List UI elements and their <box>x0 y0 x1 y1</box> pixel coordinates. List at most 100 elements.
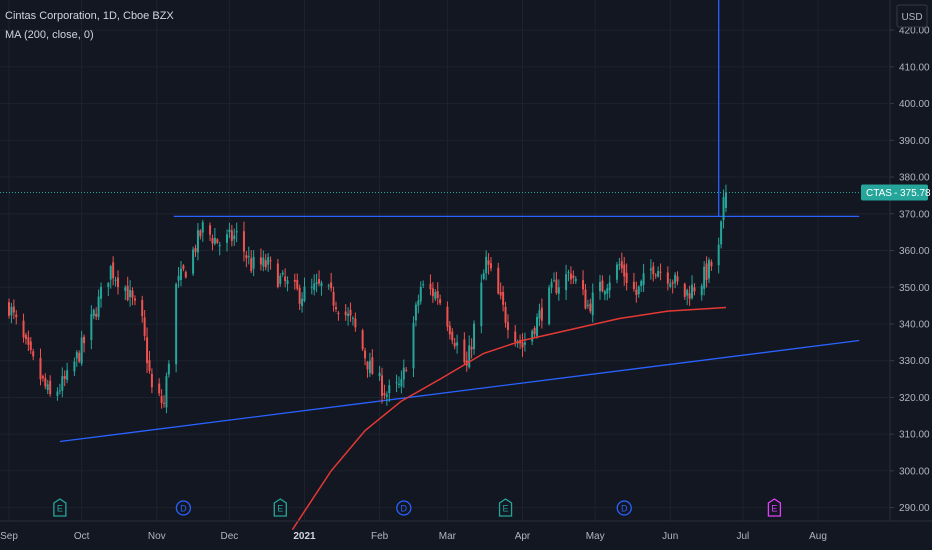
candle-body <box>66 370 69 380</box>
candle-body <box>523 342 526 345</box>
candle-body <box>233 235 236 240</box>
candle-body <box>434 292 437 299</box>
candle-body <box>22 320 25 338</box>
candle-body <box>688 293 691 299</box>
time-tick-label: Jul <box>737 531 750 542</box>
candle-body <box>230 230 233 241</box>
candle-body <box>320 282 323 287</box>
candle-body <box>75 352 78 359</box>
candle-body <box>334 307 337 310</box>
candle-body <box>485 256 488 274</box>
price-tick-label: 410.00 <box>899 62 930 73</box>
candle-body <box>194 248 197 252</box>
candle-body <box>453 342 456 347</box>
candle-body <box>586 304 589 306</box>
candle-body <box>366 362 369 370</box>
candle-body <box>8 302 10 316</box>
candle-body <box>27 337 30 345</box>
candle-body <box>371 357 374 374</box>
price-axis[interactable]: 290.00 300.00 310.00 320.00 330.00 340.00 350.… <box>890 0 930 514</box>
event-marker-letter: D <box>401 504 408 514</box>
candle-body <box>448 325 451 335</box>
candle-body <box>284 276 287 282</box>
drawings-layer[interactable] <box>59 0 860 443</box>
dividend-marker[interactable]: D <box>175 500 192 516</box>
candle-body <box>112 262 115 279</box>
candle-body <box>431 288 434 297</box>
candle-body <box>536 316 539 337</box>
candle-body <box>666 272 669 284</box>
candle-body <box>175 284 178 365</box>
time-tick-label: Aug <box>809 531 827 542</box>
candle-body <box>378 372 381 377</box>
candle-body <box>80 337 83 364</box>
earnings-marker[interactable]: E <box>498 498 513 517</box>
candle-body <box>167 363 170 375</box>
earnings-marker[interactable]: E <box>53 498 67 517</box>
candle-body <box>710 261 713 267</box>
candle-body <box>63 375 66 379</box>
candle-body <box>177 276 180 281</box>
candle-body <box>213 237 216 244</box>
candle-body <box>506 322 509 330</box>
candle-body <box>58 390 61 392</box>
candle-body <box>606 288 609 294</box>
event-marker-letter: E <box>277 504 283 514</box>
candle-body <box>502 291 505 305</box>
candle-body <box>676 276 679 282</box>
price-tick-label: 330.00 <box>899 356 930 367</box>
candle-body <box>724 192 727 208</box>
time-tick-label: 2021 <box>293 531 316 542</box>
candle-body <box>143 317 146 336</box>
candle-body <box>405 369 408 371</box>
legend: Cintas Corporation, 1D, Cboe BZX MA (200… <box>5 10 174 41</box>
earnings-marker[interactable]: E <box>767 498 782 517</box>
candle-body <box>56 391 59 396</box>
time-tick-label: Oct <box>74 531 90 542</box>
candle-body <box>73 361 76 372</box>
candle-body <box>720 221 723 245</box>
candle-body <box>250 258 253 272</box>
candle-body <box>567 272 570 274</box>
candle-body <box>211 238 214 244</box>
candle-body <box>490 263 493 269</box>
candle-body <box>247 256 250 258</box>
candle-body <box>29 341 32 350</box>
candle-body <box>242 231 245 252</box>
candle-body <box>470 346 473 350</box>
candle-body <box>351 317 354 319</box>
candle-body <box>569 273 572 280</box>
time-axis[interactable]: Sep Oct Nov Dec 2021 Feb Mar Apr May Jun Jul Aug <box>0 531 827 542</box>
candle-body <box>92 309 95 316</box>
time-tick-label: Dec <box>221 531 239 542</box>
candle-body <box>196 230 199 253</box>
candle-body <box>615 264 618 280</box>
dividend-marker[interactable]: D <box>396 500 412 516</box>
price-tick-label: 320.00 <box>899 393 930 404</box>
candle-body <box>700 285 703 296</box>
candle-body <box>381 375 384 396</box>
candle-body <box>552 280 555 282</box>
indicator-label: MA (200, close, 0) <box>5 29 94 41</box>
candle-body <box>146 337 149 364</box>
dividend-marker[interactable]: D <box>616 500 632 516</box>
candle-body <box>131 290 134 298</box>
candle-body <box>78 352 81 362</box>
candle-body <box>514 331 517 342</box>
candle-body <box>12 306 15 313</box>
price-tick-label: 290.00 <box>899 503 930 514</box>
candle-body <box>480 282 483 327</box>
candles-layer <box>8 184 727 414</box>
candle-body <box>279 276 282 284</box>
candle-body <box>61 376 64 391</box>
event-marker-letter: E <box>771 504 777 514</box>
candle-body <box>182 265 185 269</box>
candle-body <box>683 283 686 297</box>
candle-body <box>412 322 415 369</box>
candle-body <box>303 286 306 301</box>
currency-label: USD <box>896 4 928 28</box>
earnings-marker[interactable]: E <box>273 498 287 517</box>
